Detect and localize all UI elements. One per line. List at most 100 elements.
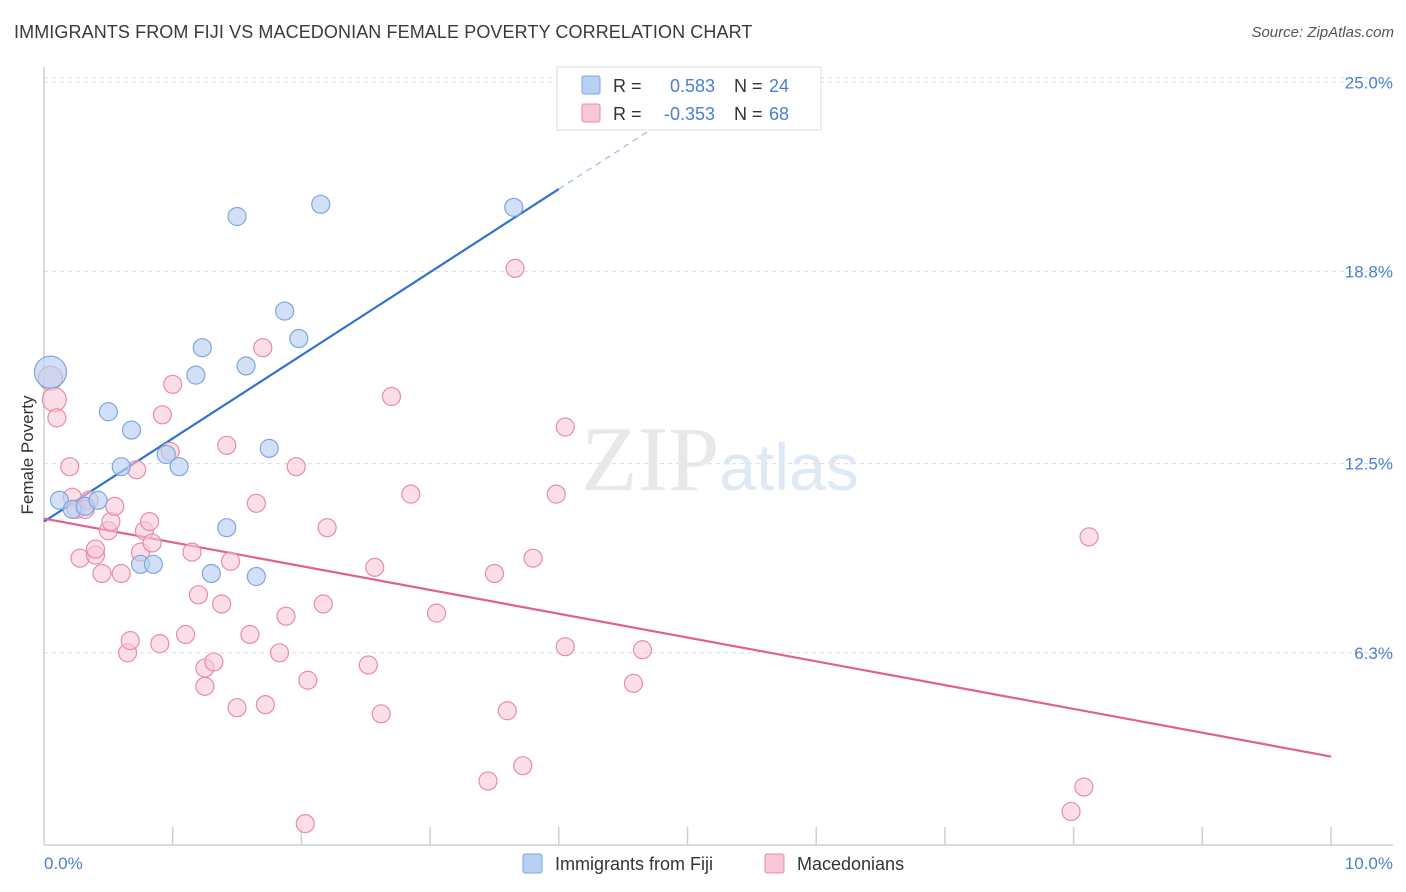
point-macedonians	[60, 457, 80, 477]
point-fiji	[275, 301, 295, 321]
point-macedonians	[317, 518, 337, 538]
point-macedonians	[505, 258, 525, 278]
point-macedonians	[371, 704, 391, 724]
data-points	[33, 194, 1099, 834]
point-macedonians	[182, 542, 202, 562]
point-macedonians	[365, 557, 385, 577]
trend-line-macedonians	[43, 517, 1332, 758]
point-fiji	[311, 194, 331, 214]
point-macedonians	[188, 585, 209, 605]
bottom-legend-label-fiji: Immigrants from Fiji	[555, 854, 713, 874]
trend-line-fiji-extension	[558, 105, 688, 190]
point-macedonians	[92, 563, 112, 584]
axes	[43, 67, 1393, 846]
point-macedonians	[253, 338, 273, 358]
bottom-legend-label-macedonians: Macedonians	[797, 854, 904, 874]
point-fiji	[217, 518, 237, 538]
point-macedonians	[497, 701, 517, 721]
point-macedonians	[276, 606, 296, 626]
chart-title: IMMIGRANTS FROM FIJI VS MACEDONIAN FEMAL…	[14, 22, 753, 42]
point-macedonians	[142, 533, 162, 553]
point-fiji	[259, 438, 279, 458]
point-macedonians	[555, 637, 575, 657]
legend-swatch-macedonians	[581, 103, 601, 123]
point-macedonians	[195, 676, 215, 696]
y-tick-label: 25.0%	[1345, 73, 1393, 92]
point-macedonians	[1079, 527, 1099, 547]
point-macedonians	[47, 408, 67, 428]
watermark: ZIPatlas	[581, 408, 858, 510]
top-legend: R = 0.583 N = 24 R = -0.353 N = 68	[556, 66, 822, 131]
legend-swatch-fiji	[581, 75, 601, 95]
point-fiji	[236, 356, 256, 376]
point-fiji	[201, 563, 221, 584]
point-fiji	[143, 554, 163, 574]
point-macedonians	[555, 417, 575, 437]
point-macedonians	[41, 386, 67, 413]
point-macedonians	[313, 594, 333, 614]
point-fiji	[227, 206, 247, 227]
point-macedonians	[298, 670, 318, 690]
point-fiji	[33, 355, 68, 389]
point-macedonians	[227, 698, 247, 718]
legend-r-value-fiji: 0.583	[670, 76, 715, 96]
point-fiji	[156, 444, 176, 465]
source-note: Source: ZipAtlas.com	[1251, 24, 1394, 41]
point-macedonians	[1074, 777, 1094, 797]
point-macedonians	[152, 405, 173, 425]
point-fiji	[121, 420, 142, 440]
legend-r-value-macedonians: -0.353	[664, 104, 715, 124]
point-macedonians	[217, 435, 237, 455]
y-tick-labels: 6.3% 12.5% 18.8% 25.0%	[1345, 73, 1393, 663]
x-tick-label-min: 0.0%	[44, 854, 83, 873]
legend-r-label-macedonians: R =	[613, 104, 642, 124]
bottom-legend: Immigrants from Fiji Macedonians	[522, 853, 904, 874]
point-macedonians	[175, 624, 196, 645]
legend-n-label-macedonians: N =	[734, 104, 763, 124]
point-macedonians	[85, 539, 106, 559]
bottom-legend-swatch-macedonians	[764, 853, 785, 874]
point-macedonians	[163, 374, 183, 394]
point-fiji	[192, 338, 212, 358]
bottom-legend-swatch-fiji	[522, 853, 543, 874]
point-fiji	[88, 490, 108, 510]
point-macedonians	[632, 640, 653, 660]
point-macedonians	[255, 695, 275, 715]
point-macedonians	[546, 484, 566, 504]
point-macedonians	[295, 814, 315, 834]
y-tick-label: 12.5%	[1345, 455, 1393, 474]
point-macedonians	[204, 652, 224, 672]
point-macedonians	[513, 756, 533, 776]
point-fiji	[246, 566, 266, 587]
point-macedonians	[120, 630, 140, 651]
point-macedonians	[426, 603, 447, 623]
point-macedonians	[484, 563, 505, 584]
point-macedonians	[105, 496, 125, 516]
y-tick-label: 6.3%	[1354, 644, 1393, 663]
point-macedonians	[269, 643, 290, 663]
point-macedonians	[240, 624, 260, 645]
point-macedonians	[381, 386, 402, 407]
point-fiji	[504, 197, 524, 217]
x-tick-label-max: 10.0%	[1345, 854, 1393, 873]
point-macedonians	[523, 548, 543, 568]
point-macedonians	[139, 511, 160, 532]
point-macedonians	[478, 771, 498, 791]
point-macedonians	[111, 563, 131, 584]
point-fiji	[111, 457, 131, 477]
point-fiji	[186, 365, 206, 385]
point-macedonians	[150, 634, 170, 654]
point-macedonians	[212, 594, 232, 614]
legend-n-value-fiji: 24	[769, 76, 789, 96]
point-macedonians	[127, 460, 147, 480]
legend-r-label-fiji: R =	[613, 76, 642, 96]
point-macedonians	[358, 655, 378, 675]
point-fiji	[169, 457, 189, 477]
point-macedonians	[246, 493, 266, 513]
point-fiji	[289, 328, 309, 349]
y-tick-label: 18.8%	[1345, 262, 1393, 281]
legend-n-label-fiji: N =	[734, 76, 763, 96]
point-fiji	[98, 402, 118, 422]
point-macedonians	[623, 673, 644, 693]
